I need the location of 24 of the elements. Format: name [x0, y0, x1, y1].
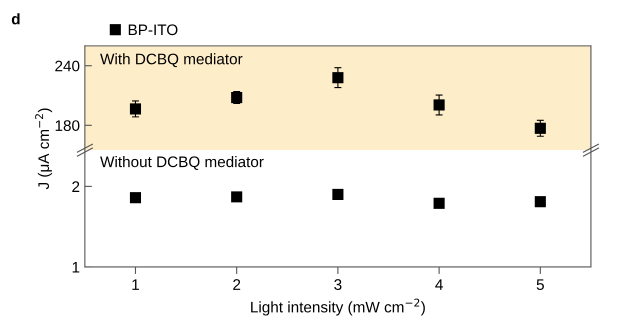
point: [534, 122, 546, 134]
point: [434, 99, 445, 111]
point: [332, 188, 344, 200]
point: [231, 191, 242, 202]
x-tick-label: 3: [334, 279, 342, 290]
y-axis-title: J (μA cm$^{−2}$): [35, 108, 52, 190]
y-tick-label: 1: [72, 262, 80, 273]
y-tick-label: 240: [55, 60, 80, 72]
band-label: With DCBQ mediator: [100, 53, 242, 68]
x-tick-label: 2: [233, 279, 240, 290]
text: d: [12, 13, 20, 24]
point: [332, 72, 344, 84]
y-tick-label: 2: [72, 181, 80, 192]
point: [130, 103, 142, 114]
point: [130, 192, 142, 204]
point: [434, 198, 445, 209]
annotation: Without DCBQ mediator: [100, 156, 264, 170]
x-axis-title: Light intensity (mW cm$^{−2}$): [251, 298, 425, 316]
point: [534, 196, 546, 208]
x-tick-label: 1: [132, 279, 139, 290]
x-tick-label: 4: [435, 279, 443, 290]
x-tick-label: 5: [536, 279, 544, 290]
y-tick-label: 180: [56, 120, 80, 132]
legend-label: BP-ITO: [128, 24, 178, 36]
